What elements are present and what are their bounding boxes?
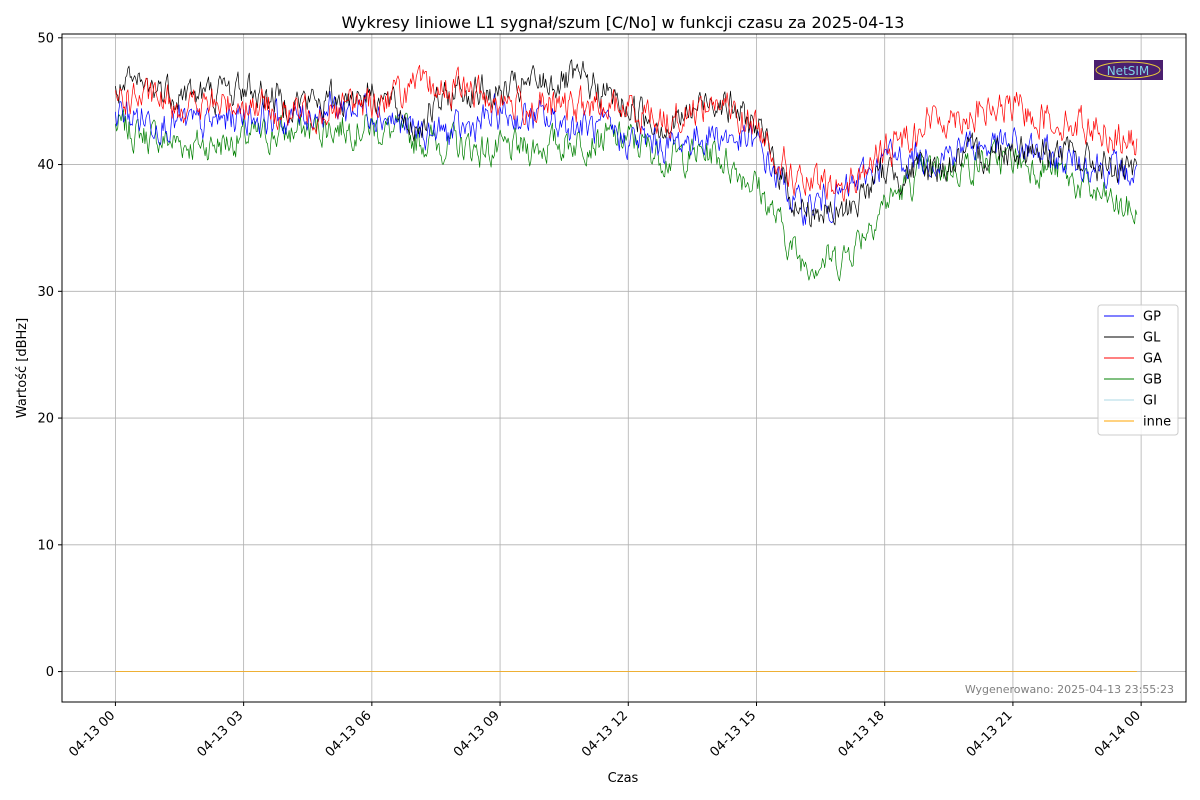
series-line-gp xyxy=(115,90,1138,226)
series-line-ga xyxy=(115,64,1138,202)
series-line-gl xyxy=(115,59,1138,228)
logo-text: NetSIM xyxy=(1107,64,1150,78)
legend-label-gl: GL xyxy=(1143,331,1161,346)
y-axis: 0 10 20 30 40 50 xyxy=(37,31,62,680)
legend-label-gb: GB xyxy=(1143,373,1162,388)
y-tick-label: 10 xyxy=(37,538,54,553)
y-tick-label: 40 xyxy=(37,158,54,173)
legend-label-gi: GI xyxy=(1143,394,1157,409)
y-tick-label: 30 xyxy=(37,285,54,300)
legend: GP GL GA GB GI inne xyxy=(1097,304,1179,436)
logo: NetSIM xyxy=(1094,60,1163,80)
y-axis-label: Wartość [dBHz] xyxy=(15,318,30,418)
series-line-gb xyxy=(115,109,1138,282)
y-tick-label: 0 xyxy=(46,665,54,680)
x-axis-label: Czas xyxy=(608,771,639,786)
generated-timestamp: Wygenerowano: 2025-04-13 23:55:23 xyxy=(965,683,1174,696)
plot-frame xyxy=(61,33,1187,703)
y-tick-label: 20 xyxy=(37,412,54,427)
y-tick-label: 50 xyxy=(37,31,54,46)
series-layer xyxy=(115,59,1138,672)
legend-label-ga: GA xyxy=(1143,352,1162,367)
chart-title: Wykresy liniowe L1 sygnał/szum [C/No] w … xyxy=(342,13,905,32)
legend-label-gp: GP xyxy=(1143,310,1161,325)
legend-label-inne: inne xyxy=(1143,415,1171,430)
